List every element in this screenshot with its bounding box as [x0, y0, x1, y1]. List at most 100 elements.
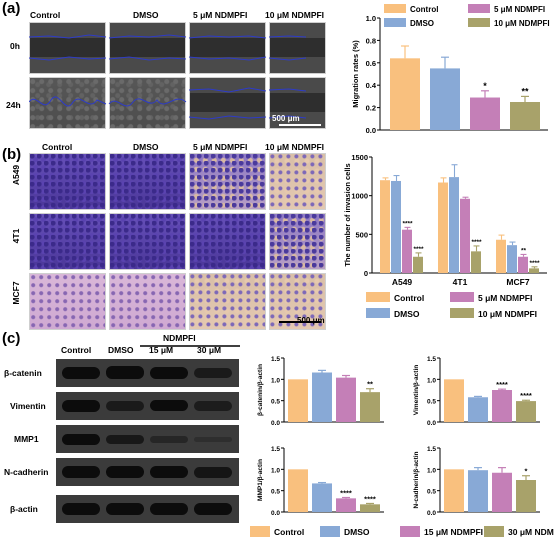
bcatenin-bar-2: [336, 377, 356, 422]
wound-image-dmso-24h: [109, 77, 186, 129]
invasion-bar-1-0: [438, 182, 448, 273]
invasion-image-mcf7-10um: [269, 273, 326, 330]
wound-image-10um-0h: [269, 22, 326, 74]
ncadherin-sig-3: *: [525, 467, 528, 476]
invasion-ylabel: The number of invasion cells: [343, 163, 352, 266]
a-row-24h: 24h: [6, 100, 21, 110]
vimentin-sig-3: ****: [520, 391, 532, 400]
migration-sig-3: **: [521, 86, 529, 96]
ncadherin-bar-2: [492, 472, 512, 512]
blot-bactin: [56, 495, 239, 523]
migration-ylabel: Migration rates (%): [351, 40, 360, 108]
invasion-bar-2-2: [518, 256, 528, 273]
bottom-legend-swatch-2: [400, 526, 420, 537]
invasion-legend-label-3: 10 μM NDMPFI: [478, 309, 537, 319]
bcatenin-bar-1: [312, 372, 332, 422]
mmp1-bar-1: [312, 483, 332, 512]
invasion-legend-swatch-2: [366, 308, 390, 318]
migration-bar-0: [390, 58, 420, 130]
ncadherin-ytick-label: 0.0: [427, 510, 436, 517]
invasion-bar-1-3: [471, 251, 481, 273]
migration-legend-label-2: DMSO: [410, 19, 434, 28]
bottom-legend-label-2: 15 μM NDMPFI: [424, 527, 483, 537]
invasion-bar-2-0: [496, 239, 506, 273]
migration-ytick-label: 0.6: [366, 59, 376, 68]
migration-bar-2: [470, 97, 500, 130]
bottom-legend-label-1: DMSO: [344, 527, 370, 537]
ncadherin-ytick-label: 0.5: [427, 489, 436, 496]
invasion-bar-1-1: [449, 177, 459, 273]
c-ndmpfi-label: NDMPFI: [163, 333, 196, 343]
a-row-0h: 0h: [10, 41, 20, 51]
invasion-ytick-label: 500: [355, 230, 368, 239]
migration-legend-label-3: 10 μM NDMPFI: [494, 19, 550, 28]
b-col-control: Control: [42, 142, 73, 152]
invasion-bar-2-1: [507, 245, 517, 273]
migration-legend-swatch-1: [468, 4, 490, 13]
wound-image-control-24h: [29, 77, 106, 129]
b-col-dmso: DMSO: [133, 142, 159, 152]
migration-bar-1: [430, 68, 460, 130]
blot-bcatenin: [56, 359, 239, 387]
invasion-legend-swatch-0: [366, 292, 390, 302]
invasion-image-4t1-5um: [189, 213, 266, 270]
ncadherin-ylabel: N-cadherin/β-actin: [413, 451, 420, 508]
invasion-legend-swatch-3: [450, 308, 474, 318]
invasion-image-4t1-control: [29, 213, 106, 270]
bcatenin-ytick-label: 0.5: [271, 399, 280, 406]
c-lane-30um: 30 μM: [197, 345, 222, 355]
blot-vimentin: [56, 392, 239, 420]
blot-label-ncadherin: N-cadherin: [4, 467, 49, 477]
invasion-image-4t1-10um: [269, 213, 326, 270]
a-col-dmso: DMSO: [133, 10, 159, 20]
invasion-xtick-2: MCF7: [506, 277, 529, 287]
mmp1-ylabel: MMP1/β-actin: [257, 459, 264, 501]
blot-label-bcatenin: β-catenin: [4, 368, 42, 378]
bottom-legend-label-3: 30 μM NDMPFI: [508, 527, 554, 537]
b-row-4t1: 4T1: [11, 228, 21, 244]
wound-image-10um-24h: [269, 77, 326, 129]
c-lane-dmso: DMSO: [108, 345, 134, 355]
migration-legend-swatch-0: [384, 4, 406, 13]
invasion-bar-0-1: [391, 180, 401, 273]
migration-ytick-label: 0.4: [366, 81, 377, 90]
invasion-bar-0-3: [413, 256, 423, 273]
vimentin-ytick-label: 0.5: [427, 399, 436, 406]
panel-b-label: (b): [2, 146, 22, 163]
c-lane-15um: 15 μM: [149, 345, 174, 355]
invasion-sig-1-3: ****: [471, 239, 482, 246]
invasion-bar-1-2: [460, 198, 470, 273]
wound-edge-lines: [29, 34, 321, 126]
b-row-a549: A549: [11, 164, 21, 186]
vimentin-bar-3: [516, 401, 536, 422]
invasion-ytick-label: 0: [364, 269, 368, 278]
invasion-image-mcf7-control: [29, 273, 106, 330]
bottom-legend-label-0: Control: [274, 527, 304, 537]
invasion-xtick-0: A549: [392, 277, 413, 287]
ncadherin-ytick-label: 1.0: [427, 467, 436, 474]
invasion-legend-swatch-1: [450, 292, 474, 302]
a-scale-bar-label: 500 μm: [272, 114, 300, 123]
quantification-charts: 0.0 0.5 1.0 1.5 β-catenin/β-actin ** 0.0 0.5 1.0…: [257, 356, 540, 517]
invasion-image-a549-5um: [189, 153, 266, 210]
vimentin-sig-2: ****: [496, 380, 508, 389]
a-col-5um: 5 μM NDMPFI: [193, 10, 248, 20]
migration-legend-swatch-3: [468, 18, 490, 27]
migration-ytick-label: 1.0: [366, 14, 376, 23]
c-lane-control: Control: [61, 345, 92, 355]
mmp1-bar-0: [288, 469, 308, 512]
bottom-legend-swatch-3: [484, 526, 504, 537]
b-row-mcf7: MCF7: [11, 281, 21, 305]
migration-legend-label-1: 5 μM NDMPFI: [494, 5, 545, 14]
invasion-image-mcf7-5um: [189, 273, 266, 330]
mmp1-ytick-label: 0.5: [271, 489, 280, 496]
ncadherin-bar-1: [468, 470, 488, 512]
ncadherin-ytick-label: 1.5: [427, 446, 436, 453]
vimentin-ytick-label: 0.0: [427, 420, 436, 427]
mmp1-bar-3: [360, 504, 380, 512]
bcatenin-ylabel: β-catenin/β-actin: [257, 364, 264, 416]
invasion-legend-label-1: 5 μM NDMPFI: [478, 293, 532, 303]
invasion-image-a549-control: [29, 153, 106, 210]
invasion-sig-0-3: ****: [413, 246, 424, 253]
